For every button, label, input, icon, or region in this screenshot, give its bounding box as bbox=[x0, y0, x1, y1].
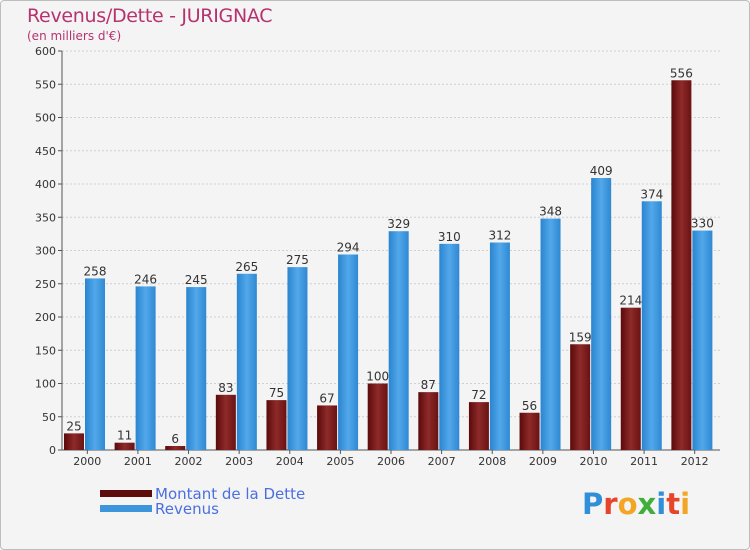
y-tick-label-5: 250 bbox=[35, 278, 56, 291]
x-tick-label-2002: 2002 bbox=[175, 455, 203, 468]
y-tick-label-8: 400 bbox=[35, 178, 56, 191]
data-label-dette-2011: 214 bbox=[619, 294, 642, 308]
y-tick-label-10: 500 bbox=[35, 112, 56, 125]
bar-dette-2008 bbox=[468, 402, 489, 450]
data-label-dette-2006: 100 bbox=[366, 370, 389, 384]
data-label-dette-2003: 83 bbox=[218, 381, 233, 395]
y-tick-label-6: 300 bbox=[35, 245, 56, 258]
y-tick-label-9: 450 bbox=[35, 145, 56, 158]
x-tick-label-2012: 2012 bbox=[681, 455, 709, 468]
legend-swatch-dette bbox=[100, 490, 152, 497]
y-tick-label-7: 350 bbox=[35, 211, 56, 224]
bar-dette-2007 bbox=[418, 392, 439, 450]
chart-title: Revenus/Dette - JURIGNAC bbox=[27, 5, 273, 27]
data-label-dette-2009: 56 bbox=[522, 399, 537, 413]
bar-revenus-2001 bbox=[135, 286, 156, 450]
data-label-dette-2004: 75 bbox=[269, 386, 284, 400]
data-label-revenus-2001: 246 bbox=[134, 272, 157, 286]
bar-revenus-2007 bbox=[439, 243, 460, 450]
data-label-dette-2002: 6 bbox=[171, 432, 179, 446]
x-tick-label-2008: 2008 bbox=[478, 455, 506, 468]
logo-letter-1: r bbox=[603, 487, 618, 521]
data-label-revenus-2006: 329 bbox=[387, 217, 410, 231]
x-tick-label-2003: 2003 bbox=[225, 455, 253, 468]
y-tick-label-2: 100 bbox=[35, 378, 56, 391]
bar-revenus-2002 bbox=[186, 287, 207, 450]
x-tick-label-2009: 2009 bbox=[529, 455, 557, 468]
y-tick-label-1: 50 bbox=[42, 411, 56, 424]
logo-letter-0: P bbox=[582, 487, 604, 521]
legend-label-dette: Montant de la Dette bbox=[155, 484, 306, 503]
bar-revenus-2012 bbox=[692, 230, 713, 450]
y-tick-label-0: 0 bbox=[49, 444, 56, 457]
x-tick-label-2004: 2004 bbox=[276, 455, 304, 468]
legend-item-revenus: Revenus bbox=[100, 499, 305, 518]
bar-dette-2009 bbox=[519, 412, 540, 450]
proxiti-logo: Proxiti bbox=[582, 487, 690, 521]
bar-revenus-2003 bbox=[236, 273, 257, 450]
x-tick-label-2005: 2005 bbox=[326, 455, 354, 468]
bar-dette-2006 bbox=[367, 383, 388, 450]
data-label-dette-2001: 11 bbox=[117, 429, 132, 443]
data-label-dette-2000: 25 bbox=[66, 419, 81, 433]
data-label-revenus-2008: 312 bbox=[488, 229, 511, 243]
bar-dette-2012 bbox=[671, 80, 692, 450]
data-label-dette-2008: 72 bbox=[471, 388, 486, 402]
y-tick-label-3: 150 bbox=[35, 344, 56, 357]
chart-subtitle: (en milliers d'€) bbox=[27, 29, 122, 43]
data-label-dette-2007: 87 bbox=[421, 378, 436, 392]
bar-dette-2003 bbox=[215, 394, 236, 450]
bar-revenus-2000 bbox=[85, 278, 105, 450]
x-tick-label-2006: 2006 bbox=[377, 455, 405, 468]
legend-label-revenus: Revenus bbox=[155, 499, 219, 518]
data-label-revenus-2009: 348 bbox=[539, 205, 562, 219]
bar-dette-2011 bbox=[620, 307, 641, 450]
bar-revenus-2008 bbox=[489, 242, 510, 450]
logo-letter-4: i bbox=[656, 487, 667, 521]
data-label-revenus-2010: 409 bbox=[590, 164, 613, 178]
legend-swatch-revenus bbox=[100, 505, 152, 512]
data-label-revenus-2007: 310 bbox=[438, 230, 461, 244]
bar-dette-2001 bbox=[114, 442, 135, 450]
y-tick-label-12: 600 bbox=[35, 45, 56, 58]
data-label-revenus-2003: 265 bbox=[235, 260, 258, 274]
bar-revenus-2006 bbox=[388, 231, 409, 450]
bar-dette-2010 bbox=[570, 344, 591, 450]
data-label-revenus-2004: 275 bbox=[286, 253, 309, 267]
x-tick-label-2001: 2001 bbox=[124, 455, 152, 468]
data-label-revenus-2005: 294 bbox=[337, 240, 360, 254]
logo-letter-5: t bbox=[666, 487, 681, 521]
x-tick-label-2011: 2011 bbox=[630, 455, 658, 468]
legend: Montant de la Dette Revenus bbox=[100, 484, 306, 518]
bar-dette-2000 bbox=[64, 433, 84, 450]
data-label-revenus-2012: 330 bbox=[691, 217, 714, 231]
bar-dette-2004 bbox=[266, 400, 287, 450]
data-label-revenus-2002: 245 bbox=[185, 273, 208, 287]
bar-revenus-2009 bbox=[540, 218, 561, 450]
bar-dette-2005 bbox=[317, 405, 338, 450]
logo-letter-6: i bbox=[680, 487, 691, 521]
x-tick-label-2000: 2000 bbox=[73, 455, 101, 468]
data-label-revenus-2000: 258 bbox=[84, 264, 107, 278]
bar-revenus-2004 bbox=[287, 267, 308, 450]
bar-dette-2002 bbox=[165, 446, 186, 450]
logo-letter-2: o bbox=[617, 487, 638, 521]
x-tick-label-2010: 2010 bbox=[579, 455, 607, 468]
data-label-dette-2010: 159 bbox=[569, 330, 592, 344]
y-tick-label-4: 200 bbox=[35, 311, 56, 324]
data-label-dette-2012: 556 bbox=[670, 66, 693, 80]
data-label-dette-2005: 67 bbox=[319, 391, 334, 405]
y-tick-label-11: 550 bbox=[35, 78, 56, 91]
bar-revenus-2005 bbox=[338, 254, 359, 450]
logo-letter-3: x bbox=[637, 487, 657, 521]
bar-revenus-2010 bbox=[591, 178, 612, 450]
x-tick-label-2007: 2007 bbox=[428, 455, 456, 468]
legend-item-dette: Montant de la Dette bbox=[100, 484, 306, 503]
data-label-revenus-2011: 374 bbox=[640, 187, 663, 201]
bar-revenus-2011 bbox=[641, 201, 662, 450]
